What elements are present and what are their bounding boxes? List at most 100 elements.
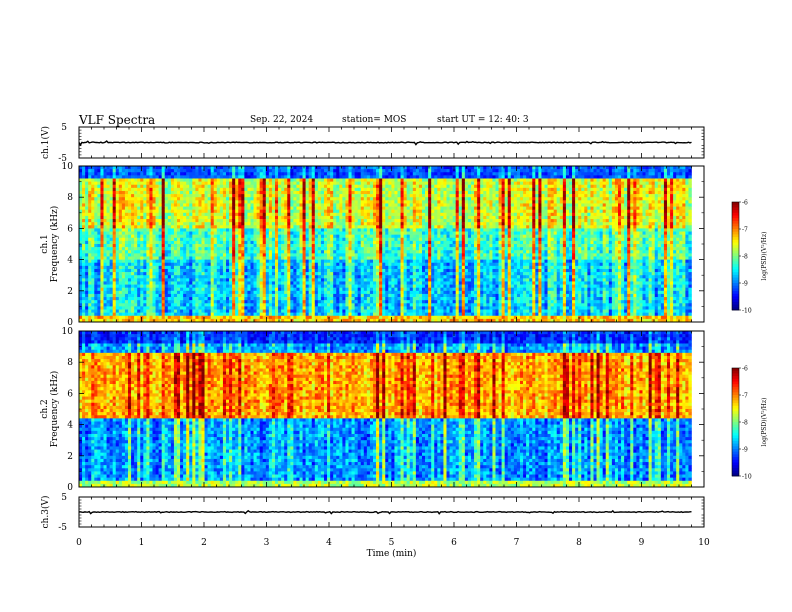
spectrogram-cell [118, 184, 123, 189]
spectrogram-cell [342, 312, 346, 317]
spectrogram-cell [170, 187, 175, 192]
spectrogram-cell [302, 184, 306, 189]
spectrogram-cell [128, 234, 132, 239]
spectrogram-cell [195, 222, 199, 226]
spectrogram-cell [106, 318, 110, 323]
spectrogram-cell [314, 172, 319, 176]
spectrogram-cell [124, 194, 129, 198]
spectrogram-cell [100, 256, 104, 260]
spectrogram-cell [241, 194, 245, 198]
spectrogram-cell [124, 256, 129, 260]
spectrogram-cell [308, 200, 313, 204]
spectrogram-cell [253, 318, 257, 323]
spectrogram-cell [278, 222, 282, 226]
spectrogram-cell [161, 181, 166, 186]
spectrogram-cell [259, 200, 264, 204]
spectrogram-cell [170, 225, 175, 229]
spectrogram-cell [232, 219, 236, 223]
spectrogram-cell [128, 209, 132, 214]
spectrogram-cell [342, 272, 346, 276]
spectrogram-cell [259, 259, 264, 264]
spectrogram-cell [320, 228, 325, 232]
spectrogram-cell [302, 312, 306, 317]
spectrogram-cell [180, 197, 184, 201]
spectrogram-cell [137, 215, 141, 220]
spectrogram-cell [305, 300, 309, 304]
spectrogram-cell [284, 240, 288, 245]
spectrogram-cell [82, 303, 86, 307]
spectrogram-cell [94, 275, 98, 279]
spectrogram-cell [189, 281, 193, 285]
spectrogram-cell [115, 247, 120, 251]
spectrogram-cell [216, 309, 221, 313]
spectrogram-cell [357, 184, 362, 189]
spectrogram-cell [284, 197, 288, 201]
spectrogram-cell [253, 184, 257, 189]
spectrogram-cell [339, 297, 343, 301]
spectrogram-cell [327, 309, 331, 313]
spectrogram-cell [305, 240, 309, 245]
spectrogram-cell [308, 256, 313, 260]
spectrogram-cell [103, 259, 107, 264]
spectrogram-cell [311, 234, 316, 239]
spectrogram-cell [302, 219, 306, 223]
spectrogram-cell [134, 215, 138, 220]
spectrogram-cell [229, 253, 233, 257]
spectrogram-cell [339, 268, 343, 273]
spectrogram-cell [192, 297, 196, 301]
spectrogram-cell [134, 268, 138, 273]
spectrogram-cell [366, 175, 371, 179]
spectrogram-cell [226, 315, 230, 320]
spectrogram-cell [103, 234, 107, 239]
spectrogram-cell [229, 287, 233, 292]
spectrogram-cell [103, 315, 107, 320]
spectrogram-cell [232, 225, 236, 229]
spectrogram-cell [79, 247, 83, 251]
spectrogram-cell [271, 318, 276, 323]
spectrogram-cell [149, 315, 153, 320]
spectrogram-cell [308, 172, 313, 176]
spectrogram-cell [247, 272, 251, 276]
spectrogram-cell [173, 272, 178, 276]
spectrogram-cell [311, 247, 316, 251]
spectrogram-cell [232, 312, 236, 317]
spectrogram-cell [278, 259, 282, 264]
spectrogram-cell [345, 259, 349, 264]
spectrogram-cell [357, 247, 362, 251]
spectrogram-cell [232, 300, 236, 304]
spectrogram-cell [97, 309, 101, 313]
spectrogram-cell [128, 181, 132, 186]
spectrogram-cell [100, 181, 104, 186]
spectrogram-cell [336, 209, 340, 214]
spectrogram-cell [360, 278, 365, 282]
spectrogram-cell [287, 253, 291, 257]
spectrogram-cell [250, 231, 254, 235]
spectrogram-cell [299, 169, 303, 173]
spectrogram-cell [342, 303, 346, 307]
spectrogram-cell [137, 259, 141, 264]
spectrogram-cell [94, 268, 98, 273]
spectrogram-cell [207, 281, 211, 285]
spectrogram-cell [305, 212, 309, 217]
spectrogram-cell [201, 203, 205, 207]
spectrogram-cell [128, 293, 132, 298]
spectrogram-cell [333, 190, 337, 195]
spectrogram-cell [284, 247, 288, 251]
spectrogram-cell [229, 275, 233, 279]
spectrogram-cell [146, 187, 150, 192]
spectrogram-cell [293, 318, 297, 323]
spectrogram-cell [305, 228, 309, 232]
spectrogram-cell [354, 303, 358, 307]
spectrogram-cell [311, 244, 316, 248]
spectrogram-cell [146, 231, 150, 235]
spectrogram-cell [369, 212, 374, 217]
spectrogram-cell [149, 219, 153, 223]
spectrogram-cell [241, 278, 245, 282]
spectrogram-cell [115, 293, 120, 298]
spectrogram-cell [112, 228, 117, 232]
spectrogram-cell [281, 312, 285, 317]
spectrogram-cell [293, 290, 297, 295]
spectrogram-cell [293, 212, 297, 217]
spectrogram-cell [103, 281, 107, 285]
spectrogram-cell [131, 225, 135, 229]
